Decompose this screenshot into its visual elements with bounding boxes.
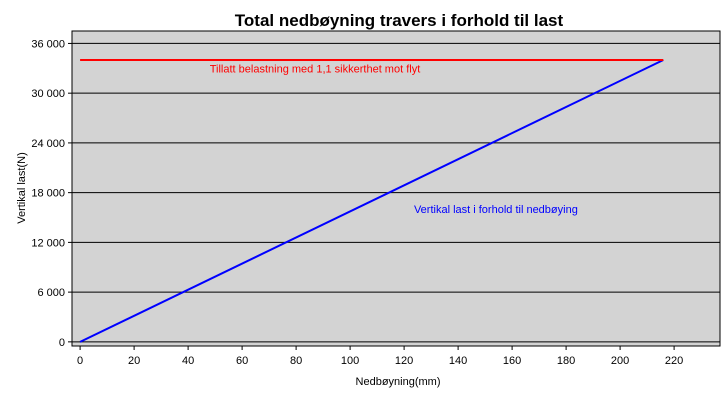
grid-lines (72, 42, 720, 343)
x-axis-label: Nedbøyning(mm) (356, 376, 441, 388)
series-line-0 (79, 59, 664, 343)
x-axis-ticks: 0 20 40 60 80 100 120 140 160 180 200 220 (77, 346, 683, 367)
y-tick-label: 0 (59, 337, 65, 349)
x-tick-label: 140 (449, 355, 467, 367)
y-tick-label: 24 000 (31, 138, 65, 150)
series-label-1: Tillatt belastning med 1,1 sikkerthet mo… (210, 63, 421, 75)
chart-title: Total nedbøyning travers i forhold til l… (235, 11, 564, 30)
y-tick-label: 36 000 (31, 38, 65, 50)
y-tick-label: 12 000 (31, 237, 65, 249)
y-tick-label: 30 000 (31, 88, 65, 100)
x-tick-label: 160 (503, 355, 521, 367)
x-tick-label: 20 (128, 355, 140, 367)
x-tick-label: 40 (182, 355, 194, 367)
x-tick-label: 80 (290, 355, 302, 367)
x-tick-label: 180 (557, 355, 575, 367)
series-label-0: Vertikal last i forhold til nedbøying (414, 204, 578, 216)
x-tick-label: 60 (236, 355, 248, 367)
series-layer: Vertikal last i forhold til nedbøying Til… (79, 59, 664, 343)
x-tick-label: 220 (665, 355, 683, 367)
y-axis-label: Vertikal last(N) (16, 152, 28, 224)
x-tick-label: 120 (395, 355, 413, 367)
x-tick-label: 100 (341, 355, 359, 367)
x-tick-label: 200 (611, 355, 629, 367)
y-axis-ticks: 0 6 000 12 000 18 000 24 000 30 000 36 000 (31, 38, 72, 349)
y-tick-label: 6 000 (37, 287, 65, 299)
x-tick-label: 0 (77, 355, 83, 367)
y-tick-label: 18 000 (31, 188, 65, 200)
